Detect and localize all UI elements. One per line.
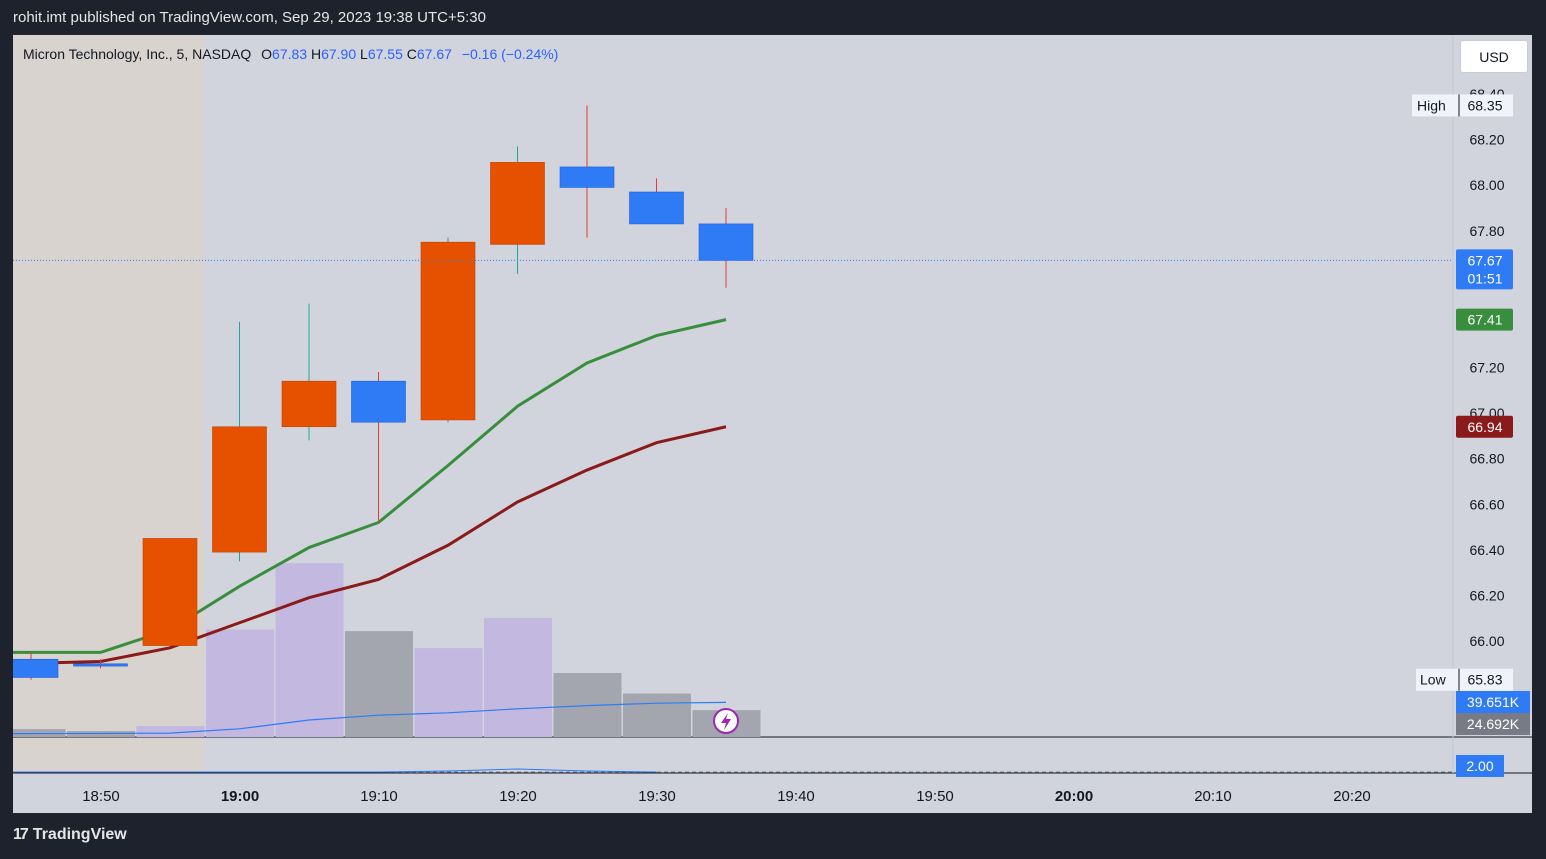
candle-body <box>420 241 476 421</box>
legend-close-value: 67.67 <box>416 46 452 62</box>
candle-body <box>698 223 754 261</box>
high-label-bg <box>1412 94 1513 117</box>
volume-bar <box>345 631 413 737</box>
price-chart[interactable]: 68.4068.2068.0067.8067.2067.0066.8066.60… <box>13 35 1532 813</box>
y-tick-label: 67.20 <box>1469 360 1504 376</box>
y-tick-label: 66.00 <box>1469 633 1504 649</box>
ema-fast-tag-bg <box>1456 308 1513 331</box>
ema-fast-tag: 67.41 <box>1467 312 1502 328</box>
candle-body <box>281 380 337 428</box>
candle-body <box>212 426 267 553</box>
chart-frame[interactable]: 68.40 68.20 68.00 67.80 67.20 67.00 66.80 66.60… <box>13 35 1532 813</box>
ema-slow-tag-bg <box>1456 415 1513 438</box>
x-tick-label: 20:20 <box>1333 788 1371 805</box>
x-tick-label: 19:10 <box>360 788 398 805</box>
volume-bar <box>623 693 691 737</box>
last-price-tag: 67.67 <box>1467 252 1502 268</box>
volume-bar <box>275 563 344 737</box>
low-value: 65.83 <box>1467 672 1502 688</box>
candle-body <box>142 538 198 646</box>
candle-body <box>629 191 684 225</box>
y-tick-label: 66.80 <box>1469 451 1504 467</box>
currency-button[interactable]: USD <box>1460 40 1528 73</box>
last-price-tag-bg <box>1456 249 1513 290</box>
y-tick-label: 66.40 <box>1469 542 1504 558</box>
x-tick-label: 20:10 <box>1194 788 1232 805</box>
x-tick-label: 19:40 <box>777 788 815 805</box>
legend-open-label: O <box>261 46 273 62</box>
tradingview-logo-icon: 17 <box>13 826 29 843</box>
candle-body <box>73 663 128 667</box>
y-tick-label: 68.20 <box>1469 132 1504 148</box>
low-label: Low <box>1420 672 1447 688</box>
volume-last-tag: 24.692K <box>1467 716 1520 732</box>
tradingview-logo[interactable]: 17 TradingView <box>13 826 127 844</box>
sub-pane-tag: 2.00 <box>1466 758 1493 774</box>
legend-open-value: 67.83 <box>272 46 308 62</box>
tradingview-brand: TradingView <box>32 826 127 843</box>
x-tick-label: 19:20 <box>499 788 537 805</box>
y-tick-label: 67.80 <box>1469 223 1504 239</box>
x-tick-label: 19:00 <box>221 788 259 805</box>
lightning-icon <box>721 713 731 730</box>
low-label-bg <box>1416 668 1513 691</box>
volume-bar <box>484 618 552 737</box>
x-tick-label: 19:30 <box>638 788 676 805</box>
volume-ma-line <box>13 701 727 735</box>
volume-bar <box>414 648 483 737</box>
x-tick-label: 19:50 <box>916 788 954 805</box>
volume-ma-tag-bg <box>1456 691 1530 713</box>
legend-symbol: Micron Technology, Inc., 5, NASDAQ <box>23 46 252 62</box>
candle-body <box>351 380 406 423</box>
y-tick-label: 66.60 <box>1469 496 1504 512</box>
y-tick-label: 68.00 <box>1469 177 1504 193</box>
legend-change: −0.16 (−0.24%) <box>461 46 559 62</box>
legend-low-value: 67.55 <box>367 46 403 62</box>
publisher-line: rohit.imt published on TradingView.com, … <box>13 9 486 26</box>
volume-bar <box>136 725 205 737</box>
legend-high-label: H <box>310 46 322 62</box>
high-value: 68.35 <box>1467 97 1502 113</box>
legend: Micron Technology, Inc., 5, NASDAQ O67.8… <box>23 46 558 62</box>
ema-slow-line <box>13 425 727 666</box>
ema-fast-line <box>13 318 727 654</box>
legend-close-label: C <box>406 46 417 62</box>
countdown-tag: 01:51 <box>1467 270 1502 286</box>
candle-body <box>559 166 615 188</box>
x-tick-label: 18:50 <box>82 788 120 805</box>
volume-bar <box>206 629 274 737</box>
high-label: High <box>1417 97 1446 113</box>
candle-body <box>13 658 59 678</box>
ema-slow-tag: 66.94 <box>1467 419 1502 435</box>
y-tick-label: 66.20 <box>1469 587 1504 603</box>
volume-ma-tag: 39.651K <box>1467 694 1520 710</box>
volume-last-tag-bg <box>1456 713 1530 735</box>
candle-body <box>490 162 545 245</box>
legend-high-value: 67.90 <box>321 46 357 62</box>
legend-low-label: L <box>360 46 368 62</box>
x-tick-label: 20:00 <box>1055 788 1093 805</box>
sub-pane-tag-bg <box>1456 755 1504 777</box>
sub-pane-line <box>13 768 657 773</box>
